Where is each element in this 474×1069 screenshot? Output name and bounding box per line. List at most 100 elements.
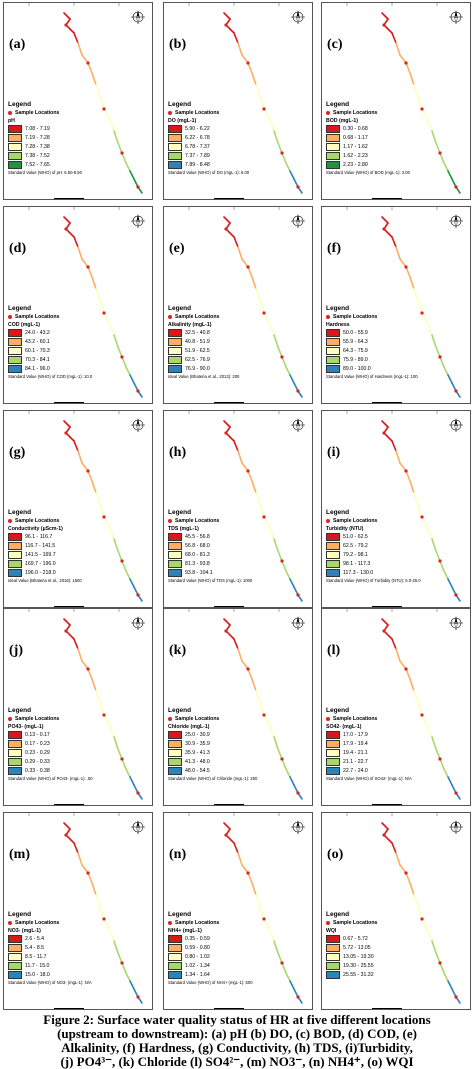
legend-sample-locations: Sample Locations <box>8 518 126 525</box>
scale-bar <box>54 393 88 403</box>
river-segment <box>435 952 441 964</box>
legend-class-label: 70.3 - 84.1 <box>25 356 50 363</box>
legend-swatch <box>8 962 22 971</box>
river-segment <box>63 420 71 428</box>
sample-location-marker <box>136 593 140 597</box>
legend-class-label: 19.4 - 21.1 <box>343 749 368 756</box>
legend-swatch <box>168 569 182 578</box>
legend-parameter: DO (mgL-1) <box>168 117 197 124</box>
legend-class-label: 7.37 - 7.89 <box>185 152 210 159</box>
river-segment <box>413 894 419 908</box>
river-segment <box>223 216 231 224</box>
river-segment <box>99 906 105 920</box>
panel-label: (a) <box>9 37 26 52</box>
river-segment <box>91 72 97 86</box>
map-legend: Legend Sample Locations TDS (mgL-1) 45.5 - … <box>168 509 286 583</box>
river-segment <box>113 334 119 348</box>
sample-location-marker <box>102 713 106 717</box>
river-segment <box>247 470 253 482</box>
legend-swatch <box>168 338 182 347</box>
river-segment <box>109 324 115 336</box>
legend-class-label: 93.8 - 104.1 <box>185 569 213 576</box>
river-segment <box>255 690 261 704</box>
legend-class-row: 48.0 - 54.5 <box>168 767 286 776</box>
legend-class-row: 1.17 - 1.62 <box>326 143 444 152</box>
legend-sample-label: Sample Locations <box>175 314 220 321</box>
map-legend: Legend Sample Locations SO42- (mgL-1) 17.0 … <box>326 707 444 781</box>
sample-location-marker <box>86 61 90 65</box>
map-legend: Legend Sample Locations Conductivity (µScm… <box>8 509 126 583</box>
legend-class-label: 141.5 - 169.7 <box>25 551 56 558</box>
legend-class-label: 7.08 - 7.19 <box>25 125 50 132</box>
map-legend: Legend Sample Locations Chloride (mgL-1) 25… <box>168 707 286 781</box>
river-segment <box>421 108 429 122</box>
legend-class-row: 50.0 - 55.9 <box>326 329 444 338</box>
legend-swatch <box>8 767 22 776</box>
scale-bar <box>372 999 406 1009</box>
map-legend: Legend Sample Locations DO (mgL-1) 5.90 - 6… <box>168 101 286 175</box>
river-segment <box>277 748 283 760</box>
legend-class-label: 22.7 - 24.0 <box>343 767 368 774</box>
river-segment <box>241 660 249 670</box>
river-segment <box>421 516 429 530</box>
legend-swatch <box>8 971 22 980</box>
legend-class-label: 0.67 - 5.72 <box>343 935 368 942</box>
legend-sample-label: Sample Locations <box>175 518 220 525</box>
river-segment <box>447 578 453 588</box>
river-segment <box>237 648 243 662</box>
river-segment <box>73 440 79 452</box>
sample-location-marker <box>262 713 266 717</box>
river-segment <box>223 12 231 20</box>
scale-bar <box>372 393 406 403</box>
legend-standard-value: Ideal Value (Bhateria et al., 2013): 200 <box>168 374 240 380</box>
legend-class-row: 79.2 - 98.1 <box>326 551 444 560</box>
river-segment <box>125 570 131 580</box>
scale-bar <box>54 795 88 805</box>
sample-location-marker <box>296 593 300 597</box>
river-segment <box>121 758 127 770</box>
river-segment <box>129 578 135 588</box>
river-segment <box>417 96 423 110</box>
river-segment <box>247 872 253 884</box>
sample-location-marker <box>296 185 300 189</box>
legend-class-row: 11.7 - 15.0 <box>8 962 126 971</box>
legend-swatch <box>168 953 182 962</box>
legend-class-label: 21.1 - 22.7 <box>343 758 368 765</box>
legend-standard-value: Standard Value (WHO) of BOD (mgL-1): 3.0… <box>326 170 410 176</box>
legend-sample-locations: Sample Locations <box>8 314 126 321</box>
scale-bar <box>54 189 88 199</box>
legend-class-label: 75.9 - 89.0 <box>343 356 368 363</box>
river-segment <box>381 420 389 428</box>
legend-class-label: 68.0 - 81.3 <box>185 551 210 558</box>
river-segment <box>409 72 415 86</box>
river-segment <box>241 54 249 64</box>
sample-location-marker <box>246 61 250 65</box>
map-panel-j: (j) Legend Sample Locations PO43- (mgL-1) 0.… <box>3 608 153 806</box>
legend-swatch <box>8 551 22 560</box>
river-map <box>28 3 143 194</box>
river-segment <box>399 660 407 670</box>
sample-location-marker <box>102 515 106 519</box>
river-segment <box>395 450 401 464</box>
map-panel-o: (o) Legend Sample Locations WQI 0.67 - 5.72 5… <box>321 812 471 1010</box>
legend-class-label: 0.17 - 0.23 <box>25 740 50 747</box>
legend-class-row: 0.67 - 5.72 <box>326 935 444 944</box>
legend-standard-value: Standard Value (WHO) of TDS (mgL-1): 100… <box>168 578 253 584</box>
north-arrow-icon <box>291 418 305 433</box>
legend-class-label: 117.3 - 130.0 <box>343 569 374 576</box>
river-segment <box>77 450 83 464</box>
legend-class-row: 55.9 - 64.3 <box>326 338 444 347</box>
legend-swatch <box>8 152 22 161</box>
river-segment <box>81 864 89 874</box>
legend-class-label: 50.0 - 55.9 <box>343 329 368 336</box>
sample-location-marker <box>420 515 424 519</box>
river-segment <box>237 42 243 56</box>
map-panel-f: (f) Legend Sample Locations Hardness 50.0 - … <box>321 206 471 404</box>
legend-standard-value: Standard Value (WHO) of Hardness (mgL-1)… <box>326 374 418 380</box>
river-segment <box>117 748 123 760</box>
river-segment <box>81 660 89 670</box>
legend-class-label: 1.02 - 1.34 <box>185 962 210 969</box>
scale-bar <box>372 189 406 199</box>
north-arrow-icon <box>291 820 305 835</box>
river-segment <box>121 560 127 572</box>
